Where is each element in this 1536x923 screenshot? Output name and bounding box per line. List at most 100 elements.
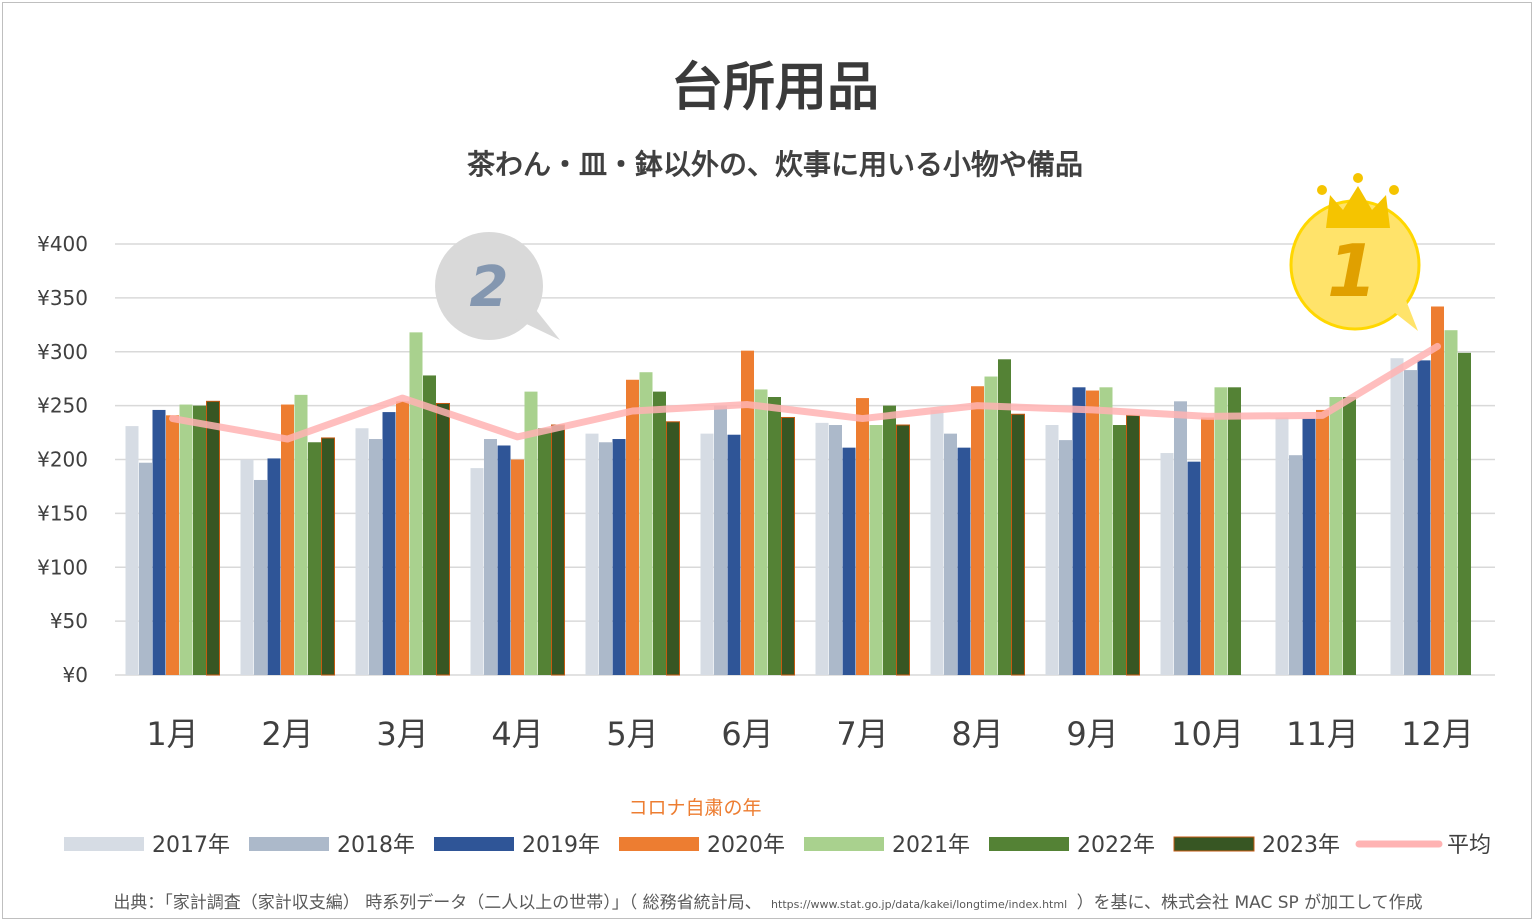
bar-2017年-3月 [355,428,369,675]
bar-2018年-7月 [829,425,842,675]
bar-2018年-6月 [714,405,727,675]
rank-2-badge: 2 [435,232,560,340]
y-tick-label: ¥400 [37,232,88,256]
legend-swatch-2019年 [434,837,514,851]
source-suffix: ）を基に、株式会社 MAC SP が加工して作成 [1077,893,1423,913]
x-tick-label: 9月 [1066,715,1118,753]
bar-2018年-10月 [1174,401,1187,675]
x-tick-label: 12月 [1401,715,1474,753]
chart-subtitle: 茶わん・皿・鉢以外の、炊事に用いる小物や備品 [467,148,1083,181]
x-tick-label: 5月 [606,715,658,753]
legend-label-2017年: 2017年 [152,833,230,858]
bar-2023年-6月 [781,416,795,676]
bar-2021年-3月 [409,332,423,675]
legend-label-2019年: 2019年 [522,833,600,858]
bar-2019年-4月 [497,445,511,675]
bar-2021年-8月 [984,376,998,675]
chart-title: 台所用品 [671,58,879,118]
x-tick-label: 8月 [951,715,1003,753]
bar-2021年-12月 [1444,330,1458,675]
bar-2019年-2月 [267,458,281,675]
bar-2022年-10月 [1228,387,1241,675]
x-tick-label: 6月 [721,715,773,753]
bar-2017年-2月 [240,459,254,675]
average-line-group [169,342,1441,443]
bar-2020年-4月 [511,459,524,675]
bar-2018年-11月 [1289,455,1302,675]
crown-icon [1317,173,1399,228]
legend-swatch-2017年 [64,837,144,851]
bar-2020年-7月 [856,398,869,675]
bar-2017年-7月 [815,422,829,675]
bar-2017年-11月 [1275,417,1289,675]
bar-2018年-2月 [254,479,267,675]
bar-2023年-2月 [321,437,335,676]
bar-2018年-1月 [139,462,152,675]
bar-2022年-6月 [768,397,781,675]
bar-2019年-8月 [957,447,971,675]
bar-2022年-1月 [193,405,206,675]
source-note: 出典：「家計調査（家計収支編） 時系列データ（二人以上の世帯）」（ 総務省統計局… [113,892,1422,913]
y-tick-label: ¥100 [37,555,88,579]
bar-2021年-5月 [639,372,653,675]
bar-2021年-4月 [524,391,538,675]
bar-2021年-6月 [754,389,768,675]
covid-note: コロナ自粛の年 [628,797,761,819]
bar-2022年-7月 [883,405,896,675]
rank-1-label: 1 [1327,229,1377,313]
bar-2023年-9月 [1126,414,1140,676]
bar-2018年-8月 [944,433,957,675]
legend-swatch-2020年 [619,837,699,851]
rank-1-bubble-tail [1385,290,1418,331]
bar-2017年-1月 [125,426,139,675]
y-tick-label: ¥50 [50,609,88,633]
bar-2017年-5月 [585,433,599,675]
y-tick-label: ¥250 [37,394,88,418]
y-tick-label: ¥200 [37,448,88,472]
y-axis-ticks: ¥0 ¥50 ¥100 ¥150 ¥200 ¥250 ¥300 ¥350 ¥400 [37,232,88,687]
bar-2020年-9月 [1086,390,1099,675]
bar-2022年-12月 [1458,352,1471,675]
bar-2018年-5月 [599,442,612,675]
bar-2019年-3月 [382,412,396,675]
bar-2019年-10月 [1187,461,1201,675]
x-tick-label: 4月 [491,715,543,753]
x-tick-label: 1月 [146,715,198,753]
legend-swatch-2021年 [804,837,884,851]
rank-2-label: 2 [470,255,509,320]
bar-2022年-3月 [423,375,436,675]
bar-2019年-12月 [1417,360,1431,675]
bar-2018年-3月 [369,439,382,675]
bar-2019年-9月 [1072,387,1086,675]
legend-label-2020年: 2020年 [707,833,785,858]
bar-2023年-7月 [896,424,910,676]
bar-2017年-12月 [1390,358,1404,675]
bars [125,306,1471,676]
bar-2020年-1月 [166,415,179,675]
bar-2021年-9月 [1099,387,1113,675]
bar-2023年-4月 [551,424,565,676]
bar-2017年-9月 [1045,425,1059,675]
bar-2023年-3月 [436,402,450,676]
bar-2020年-12月 [1431,306,1444,675]
bar-2017年-10月 [1160,453,1174,675]
y-tick-label: ¥350 [37,286,88,310]
x-tick-label: 11月 [1286,715,1359,753]
rank-2-bubble-circle [435,232,543,340]
rank-2-bubble-tail [514,305,560,340]
x-tick-label: 10月 [1171,715,1244,753]
bar-2020年-10月 [1201,417,1214,675]
bar-2018年-12月 [1404,370,1417,675]
bar-2022年-2月 [308,442,321,675]
bar-2019年-7月 [842,447,856,675]
y-tick-label: ¥0 [63,663,88,687]
legend-label-2021年: 2021年 [892,833,970,858]
bar-2018年-9月 [1059,440,1072,675]
bar-2021年-10月 [1214,387,1228,675]
bar-2021年-2月 [294,394,308,675]
legend-label-平均: 平均 [1447,833,1491,858]
y-tick-label: ¥150 [37,501,88,525]
legend-label-2023年: 2023年 [1262,833,1340,858]
legend-swatch-2018年 [249,837,329,851]
